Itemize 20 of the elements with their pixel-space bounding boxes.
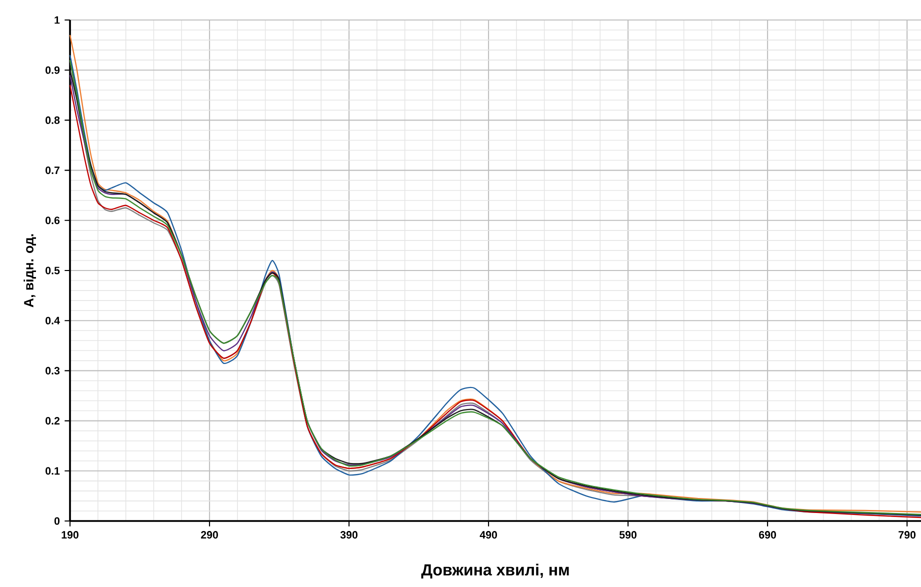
x-axis-title: Довжина хвилі, нм [421,564,569,579]
y-tick-label: 0 [54,517,60,525]
x-tick-label: 290 [200,531,218,539]
x-tick-label: 590 [619,531,636,539]
x-tick-label: 190 [62,531,78,539]
x-tick-label: 490 [480,531,497,539]
y-tick-label: 0.3 [46,366,60,374]
x-tick-label: 390 [340,531,358,539]
y-tick-label: 0.2 [46,417,60,425]
y-tick-label: 0.7 [46,166,60,174]
y-tick-label: 0.6 [46,216,60,224]
y-tick-label: 0.9 [46,66,60,74]
y-axis-title: А, відн. од. [24,234,36,308]
y-tick-label: 0.5 [46,266,60,274]
y-tick-label: 0.4 [46,316,60,324]
y-tick-label: 1 [54,16,60,24]
x-tick-label: 690 [759,531,776,539]
x-tick-label: 790 [898,531,916,539]
y-tick-label: 0.8 [46,116,60,124]
y-tick-label: 0.1 [46,467,60,475]
